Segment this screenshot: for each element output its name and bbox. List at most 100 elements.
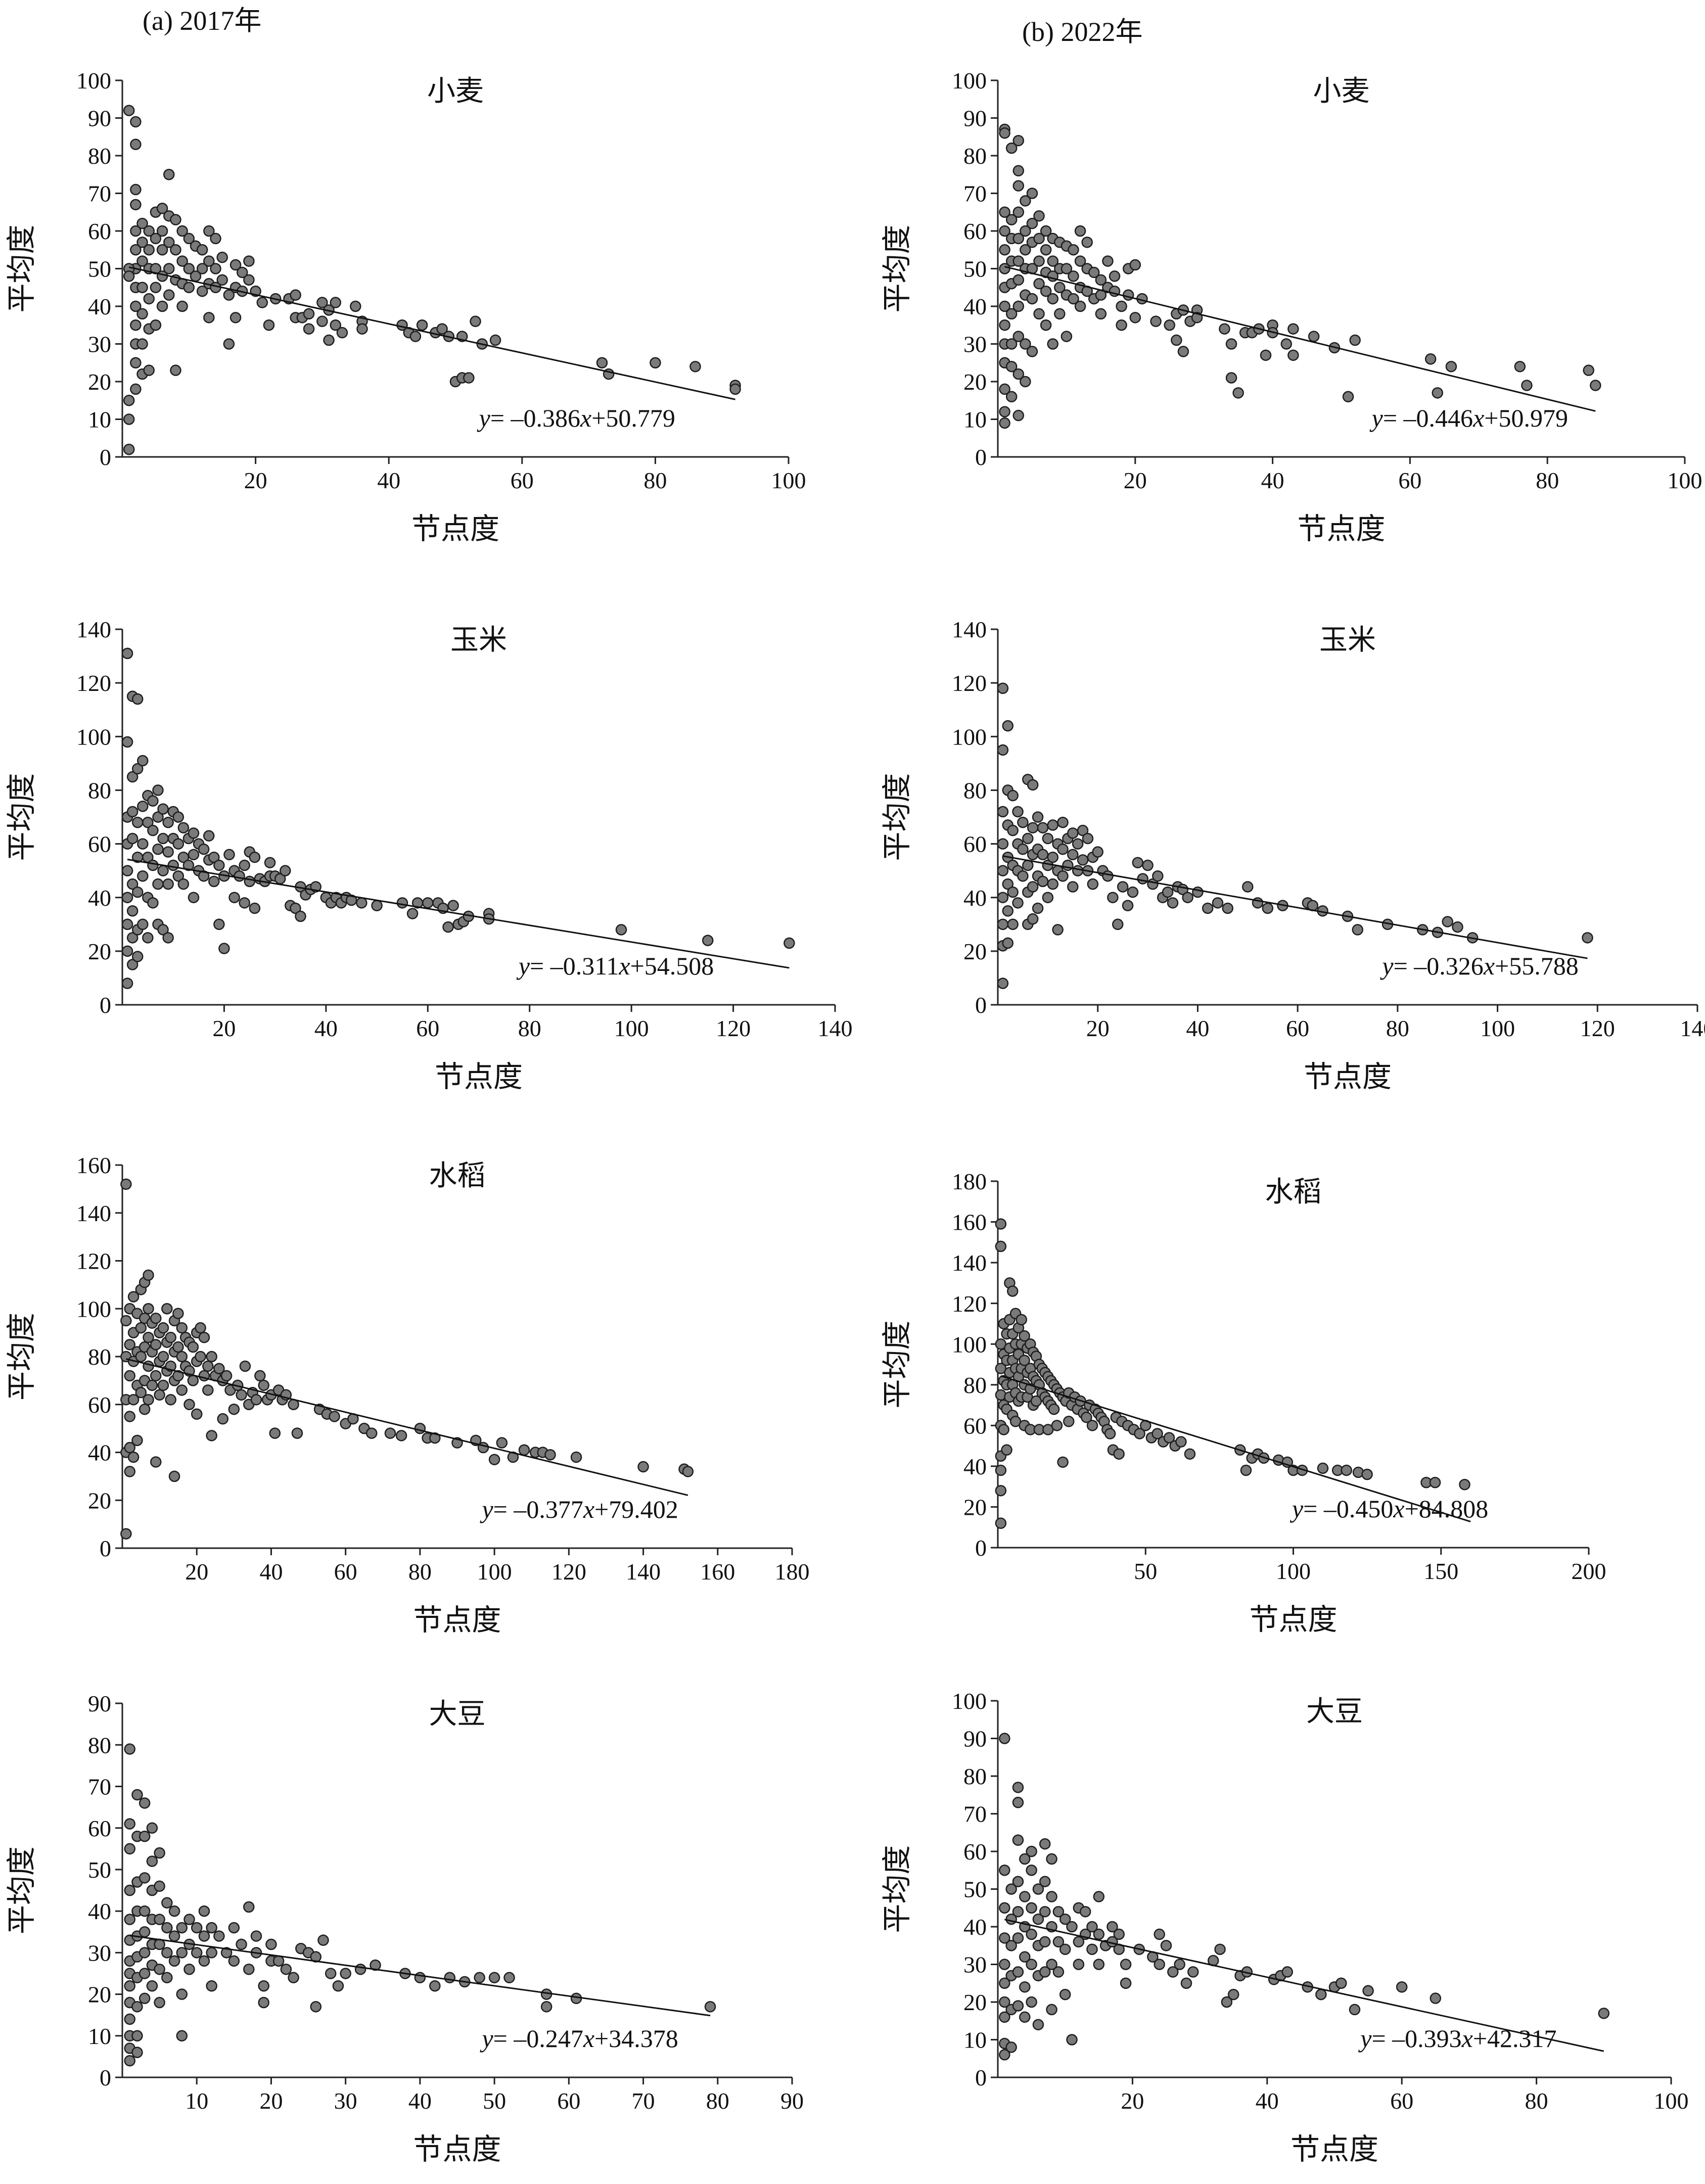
data-point <box>1074 300 1086 312</box>
data-point <box>1442 916 1453 927</box>
data-point <box>1134 1428 1145 1439</box>
data-point <box>1074 255 1086 267</box>
x-axis-label: 节点度 <box>413 1603 501 1637</box>
data-point <box>1281 1966 1294 1978</box>
y-tick-label: 120 <box>952 1291 987 1317</box>
data-point <box>354 1963 366 1975</box>
data-point <box>123 443 135 455</box>
data-point <box>503 1972 515 1983</box>
data-point <box>213 918 225 931</box>
data-point <box>1059 1943 1071 1955</box>
data-point <box>1048 1403 1060 1415</box>
regression-equation: y= –0.377x+79.402 <box>479 1495 678 1523</box>
data-point <box>1007 824 1019 837</box>
data-point <box>1093 1891 1105 1902</box>
data-point <box>1012 1932 1024 1944</box>
data-point <box>1032 2019 1044 2030</box>
y-tick-label: 30 <box>963 1952 987 1978</box>
data-point <box>288 1972 299 1983</box>
data-point <box>157 832 169 845</box>
data-point <box>999 1932 1010 1944</box>
x-tick-label: 200 <box>1572 1558 1606 1584</box>
x-tick-label: 80 <box>518 1015 541 1041</box>
data-point <box>163 169 175 180</box>
data-point <box>1225 338 1237 350</box>
data-point <box>997 865 1009 876</box>
y-tick-label: 20 <box>88 1488 111 1513</box>
data-point <box>131 2047 143 2058</box>
trend-line <box>1004 266 1596 412</box>
data-point <box>156 225 168 237</box>
data-point <box>999 417 1010 429</box>
y-axis-label: 平均度 <box>880 224 914 312</box>
data-point <box>356 323 368 335</box>
data-point <box>121 918 133 931</box>
data-point <box>1054 282 1066 293</box>
x-axis-label: 节点度 <box>1304 1059 1392 1094</box>
data-point <box>139 1403 151 1415</box>
data-point <box>136 308 148 320</box>
y-tick-label: 90 <box>963 1726 987 1752</box>
y-tick-label: 40 <box>963 294 987 319</box>
data-point <box>254 1370 266 1382</box>
chart-title: 玉米 <box>1319 624 1376 657</box>
x-tick-label: 40 <box>408 2088 432 2114</box>
y-tick-label: 20 <box>963 369 987 395</box>
data-point <box>250 1394 262 1406</box>
data-point <box>124 1980 135 1992</box>
data-point <box>1262 902 1274 914</box>
data-point <box>177 851 190 863</box>
data-point <box>1020 195 1031 207</box>
data-point <box>1429 1476 1441 1489</box>
data-point <box>1002 878 1014 890</box>
data-point <box>997 806 1009 818</box>
data-point <box>1452 921 1463 933</box>
data-point <box>136 282 148 293</box>
data-point <box>1349 334 1361 346</box>
y-tick-label: 80 <box>963 1372 987 1398</box>
chart-6: 0 20 40 60 80 100 120 140 160 180 50 100 150 200 水稻节点度… <box>880 1169 1606 1637</box>
data-point <box>228 892 240 903</box>
y-tick-label: 80 <box>88 143 111 169</box>
y-tick-label: 60 <box>88 1816 111 1841</box>
data-point <box>143 1269 154 1281</box>
data-point <box>162 932 174 944</box>
data-point <box>650 357 661 368</box>
y-tick-label: 0 <box>975 444 987 470</box>
y-axis-label: 平均度 <box>4 1846 38 1934</box>
data-point <box>150 1370 162 1382</box>
data-point <box>183 1399 195 1410</box>
data-point <box>1180 1977 1192 1989</box>
x-tick-label: 60 <box>1390 2088 1413 2114</box>
data-point <box>463 372 475 384</box>
data-point <box>170 214 181 225</box>
data-point <box>154 1996 165 2009</box>
chart-5: 0 20 40 60 80 100 120 140 160 20 40 60 80 100 120 140 16… <box>4 1152 810 1637</box>
data-point <box>1583 364 1594 376</box>
data-point <box>143 1394 154 1406</box>
y-tick-label: 90 <box>88 1691 111 1716</box>
data-point <box>152 811 164 823</box>
data-point <box>157 803 169 815</box>
data-point <box>208 875 220 888</box>
data-point <box>1177 346 1189 357</box>
y-tick-label: 100 <box>952 724 987 750</box>
data-point <box>243 1901 255 1913</box>
data-point <box>1150 315 1162 328</box>
data-point <box>249 851 261 863</box>
data-point <box>188 849 200 861</box>
data-point <box>1342 391 1354 403</box>
x-tick-label: 180 <box>775 1559 810 1585</box>
data-point <box>187 1341 199 1353</box>
data-point <box>1221 1996 1233 2008</box>
data-point <box>156 203 168 214</box>
y-axis-label: 平均度 <box>880 1320 914 1408</box>
data-point <box>1361 1468 1373 1480</box>
data-point <box>150 282 162 293</box>
data-point <box>1068 244 1079 256</box>
data-point <box>784 937 795 949</box>
data-point <box>1012 1796 1024 1808</box>
data-point <box>1037 849 1049 861</box>
data-point <box>1116 300 1127 312</box>
x-tick-label: 60 <box>511 468 534 493</box>
